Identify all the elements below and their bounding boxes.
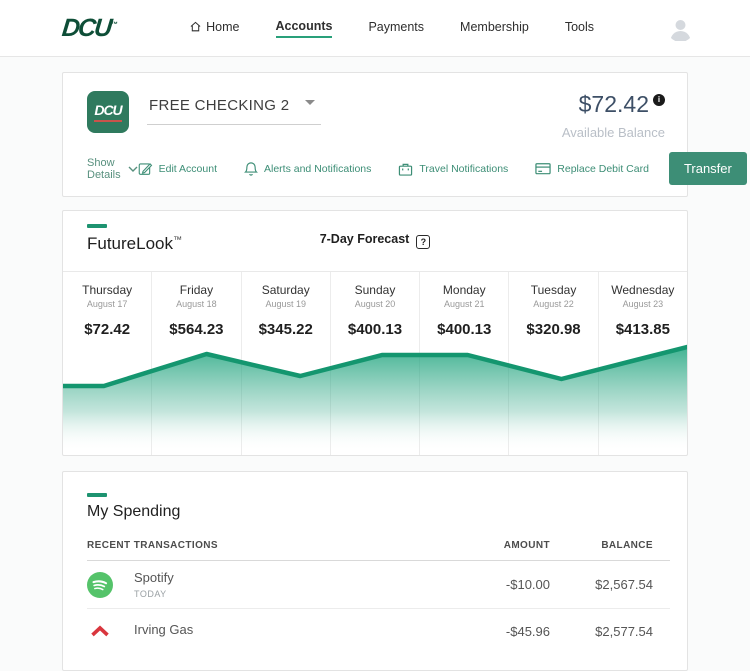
forecast-day-column[interactable]: Friday August 18 $564.23: [152, 272, 242, 455]
amount-column-header: AMOUNT: [503, 540, 550, 551]
forecast-area-chart: [63, 329, 687, 455]
forecast-label: 7-Day Forecast?: [63, 232, 687, 249]
transaction-row[interactable]: Spotify TODAY -$10.00 $2,567.54: [87, 561, 670, 609]
futurelook-card: FutureLook™ 7-Day Forecast? Thursday Aug…: [62, 210, 688, 456]
forecast-day-column[interactable]: Tuesday August 22 $320.98: [509, 272, 599, 455]
dcu-logo[interactable]: DCU™: [60, 13, 118, 42]
account-name: FREE CHECKING 2: [149, 97, 290, 114]
recent-transactions-label: RECENT TRANSACTIONS: [87, 540, 218, 551]
balance-column-header: BALANCE: [601, 540, 653, 551]
transactions-table-header: RECENT TRANSACTIONS AMOUNT BALANCE: [87, 540, 670, 561]
futurelook-header: FutureLook™ 7-Day Forecast?: [63, 211, 687, 272]
travel-notifications-link[interactable]: Travel Notifications: [398, 162, 508, 176]
available-balance-label: Available Balance: [561, 125, 665, 140]
account-summary-card: DCU FREE CHECKING 2 $72.42 i Available Ba…: [62, 72, 747, 197]
nav-item-home[interactable]: Home: [190, 20, 240, 37]
dcu-account-badge-icon: DCU: [87, 91, 129, 133]
home-icon: [190, 21, 201, 32]
help-icon[interactable]: ?: [416, 235, 431, 249]
transaction-amount: -$10.00: [505, 577, 550, 592]
forecast-day-column[interactable]: Wednesday August 23 $413.85: [611, 283, 675, 338]
main-nav: Home Accounts Payments Membership Tools: [117, 19, 667, 38]
edit-account-link[interactable]: Edit Account: [138, 161, 217, 176]
user-avatar[interactable]: [667, 14, 694, 42]
my-spending-card: My Spending RECENT TRANSACTIONS AMOUNT B…: [62, 471, 688, 671]
transaction-name: Spotify: [134, 570, 174, 585]
top-navigation-bar: DCU™ Home Accounts Payments Membership T…: [0, 0, 750, 57]
nav-item-membership[interactable]: Membership: [460, 19, 529, 34]
forecast-line: [63, 344, 687, 389]
irving-icon: [87, 618, 113, 644]
forecast-day-column[interactable]: Thursday August 17 $72.42: [63, 272, 153, 455]
account-selector[interactable]: FREE CHECKING 2: [147, 95, 322, 125]
section-accent-dash: [87, 493, 107, 497]
briefcase-icon: [399, 163, 413, 176]
bell-icon: [244, 161, 258, 176]
my-spending-title: My Spending: [87, 503, 181, 520]
transaction-name: Irving Gas: [134, 621, 194, 637]
alerts-notifications-link[interactable]: Alerts and Notifications: [244, 161, 371, 177]
replace-debit-card-link[interactable]: Replace Debit Card: [535, 162, 649, 175]
credit-card-icon: [535, 163, 551, 175]
nav-item-accounts[interactable]: Accounts: [275, 19, 333, 38]
transfer-button[interactable]: Transfer: [668, 152, 747, 185]
transaction-date: TODAY: [134, 589, 167, 599]
chevron-down-icon: [128, 166, 138, 172]
forecast-area: [63, 347, 687, 455]
person-icon: [670, 19, 691, 41]
available-balance-amount: $72.42 i: [562, 91, 665, 118]
info-icon[interactable]: i: [653, 94, 665, 106]
nav-item-payments[interactable]: Payments: [368, 19, 425, 34]
futurelook-title: FutureLook™: [87, 234, 182, 253]
transaction-row[interactable]: Irving Gas -$45.96 $2,577.54: [87, 609, 670, 653]
forecast-day-column[interactable]: Saturday August 19 $345.22: [242, 272, 331, 455]
spotify-icon: [87, 571, 113, 598]
transaction-amount: -$45.96: [505, 623, 550, 639]
transaction-balance: $2,567.54: [595, 577, 653, 592]
forecast-columns: Thursday August 17 $72.42 Friday August …: [63, 272, 687, 455]
show-details-toggle[interactable]: Show Details: [87, 157, 138, 181]
nav-item-tools[interactable]: Tools: [564, 19, 595, 34]
transaction-balance: $2,577.54: [595, 623, 653, 639]
chevron-down-icon: [305, 100, 316, 105]
section-accent-dash: [87, 224, 107, 228]
edit-pencil-icon: [138, 163, 152, 175]
